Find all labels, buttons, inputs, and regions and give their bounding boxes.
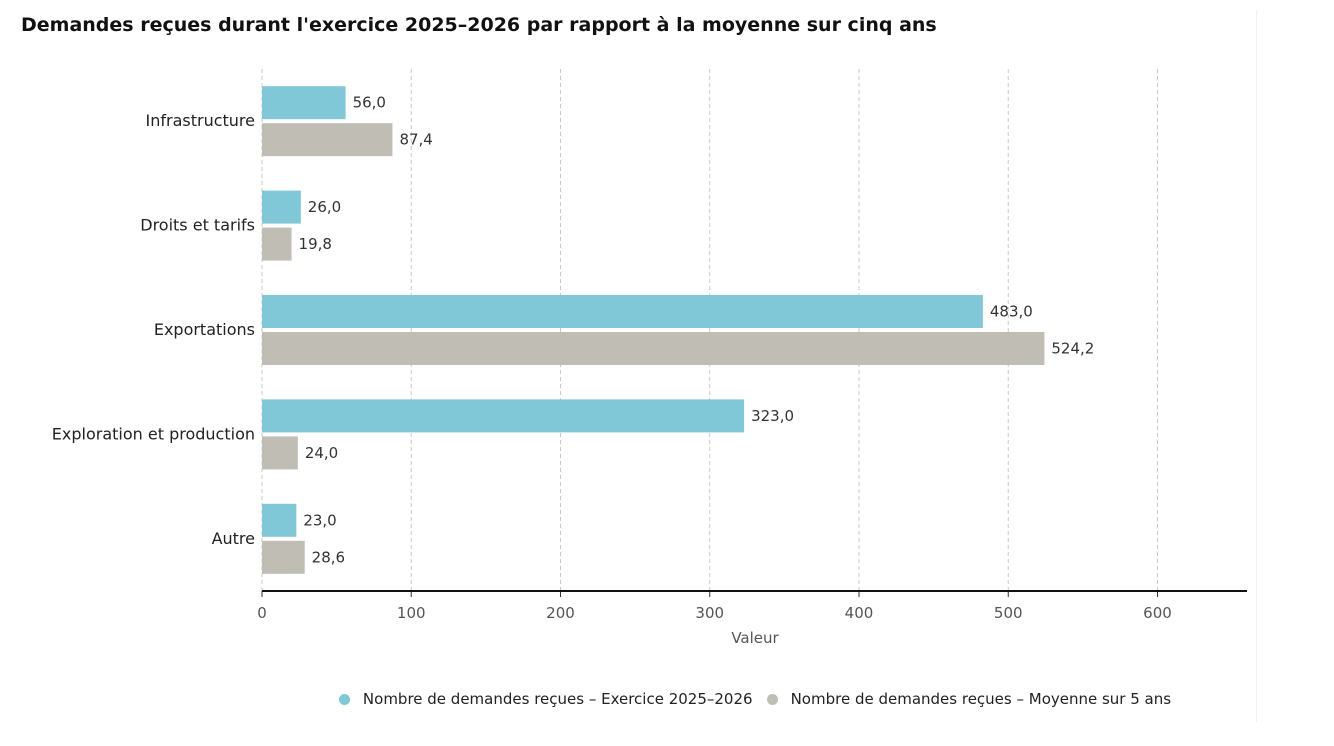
x-tick-label: 0 [257, 604, 267, 622]
chart-title: Demandes reçues durant l'exercice 2025–2… [21, 14, 937, 36]
x-tick-label: 300 [695, 604, 724, 622]
category-label: Droits et tarifs [140, 216, 255, 235]
bar-current-year[interactable] [262, 86, 346, 120]
x-tick-label: 100 [397, 604, 426, 622]
bar-five-year-average[interactable] [262, 436, 298, 470]
data-labels: 56,0 87,4 26,0 19,8 483,0 524,2 323,0 24,0 23,0 2… [299, 94, 1095, 567]
data-label: 483,0 [990, 303, 1033, 321]
x-tick-label: 200 [546, 604, 575, 622]
data-label: 19,8 [299, 235, 332, 253]
legend-swatch-five-year-average [766, 693, 778, 705]
bar-current-year[interactable] [262, 399, 745, 433]
legend-label-current-year: Nombre de demandes reçues – Exercice 202… [362, 690, 753, 708]
bar-five-year-average[interactable] [262, 123, 393, 157]
x-tick-label: 400 [845, 604, 874, 622]
bar-current-year[interactable] [262, 295, 983, 328]
category-label: Autre [212, 529, 255, 548]
legend-swatch-current-year [338, 693, 350, 705]
x-axis: 0 100 200 300 400 500 600 Valeur [257, 590, 1247, 647]
x-tick-label: 600 [1143, 604, 1172, 622]
data-label: 28,6 [312, 548, 345, 566]
bar-five-year-average[interactable] [262, 540, 305, 574]
x-tick-label: 500 [994, 604, 1023, 622]
category-labels: Infrastructure Droits et tarifs Exportatio… [52, 111, 255, 548]
legend-item-five-year-average[interactable]: Nombre de demandes reçues – Moyenne sur … [766, 690, 1172, 708]
data-label: 56,0 [353, 94, 386, 112]
bar-chart: 56,0 87,4 26,0 19,8 483,0 524,2 323,0 24,0 23,0 2… [52, 69, 1247, 647]
legend-label-five-year-average: Nombre de demandes reçues – Moyenne sur … [790, 690, 1172, 708]
data-label: 87,4 [399, 131, 432, 149]
bar-five-year-average[interactable] [262, 227, 292, 261]
category-label: Exploration et production [52, 424, 255, 443]
bars [262, 86, 1045, 574]
category-label: Exportations [154, 320, 255, 339]
data-label: 23,0 [303, 511, 336, 529]
data-label: 323,0 [751, 407, 794, 425]
bar-current-year[interactable] [262, 190, 301, 224]
panel-divider [1256, 10, 1257, 722]
data-label: 524,2 [1051, 340, 1094, 358]
bar-current-year[interactable] [262, 503, 297, 537]
legend: Nombre de demandes reçues – Exercice 202… [0, 690, 1334, 708]
x-axis-title: Valeur [731, 629, 779, 647]
data-label: 26,0 [308, 198, 341, 216]
data-label: 24,0 [305, 444, 338, 462]
grid-lines [261, 69, 1158, 591]
category-label: Infrastructure [146, 111, 255, 130]
legend-item-current-year[interactable]: Nombre de demandes reçues – Exercice 202… [338, 690, 753, 708]
bar-five-year-average[interactable] [262, 332, 1045, 365]
